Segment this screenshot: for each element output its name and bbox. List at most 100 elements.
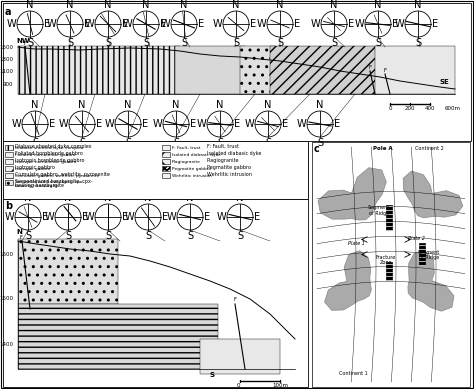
Text: W: W	[124, 212, 134, 222]
Text: Continent 1: Continent 1	[338, 371, 367, 376]
Text: 0: 0	[388, 106, 392, 111]
Text: W: W	[6, 19, 16, 29]
Text: F: F	[24, 41, 27, 46]
Text: W: W	[152, 119, 162, 129]
Bar	[5, 159, 13, 164]
Text: a: a	[5, 7, 11, 17]
Text: N: N	[16, 229, 22, 235]
Bar	[162, 159, 170, 164]
Text: Continent 2: Continent 2	[415, 146, 443, 151]
Text: E: E	[49, 119, 55, 129]
Text: b: b	[5, 201, 12, 211]
Text: Isotropic gabbro: Isotropic gabbro	[15, 166, 50, 170]
Text: Plagiogranite: Plagiogranite	[207, 158, 239, 163]
Text: S: S	[105, 38, 111, 48]
Text: E: E	[432, 19, 438, 29]
Text: E: E	[160, 19, 166, 29]
Text: E: E	[198, 19, 204, 29]
Text: W: W	[46, 19, 56, 29]
Text: Isotropic hornblende gabbro: Isotropic hornblende gabbro	[15, 158, 84, 163]
Text: W: W	[84, 212, 94, 222]
Text: 1100: 1100	[0, 68, 13, 74]
Text: S: S	[210, 372, 215, 378]
Bar	[419, 242, 425, 265]
Text: N: N	[173, 100, 180, 110]
Bar	[240, 46, 275, 94]
Text: W: W	[394, 19, 404, 29]
Text: N: N	[232, 0, 240, 10]
Text: W: W	[244, 119, 254, 129]
Text: E: E	[250, 19, 256, 29]
Bar	[312, 142, 470, 387]
Text: Diabase sheeted dyke complex: Diabase sheeted dyke complex	[15, 145, 83, 149]
Text: E: E	[334, 119, 340, 129]
Text: E: E	[44, 19, 50, 29]
Text: W: W	[84, 19, 94, 29]
Text: N: N	[414, 0, 422, 10]
Text: S: S	[317, 138, 323, 148]
Text: F: F	[20, 235, 23, 240]
Bar	[197, 144, 205, 149]
Text: N: N	[180, 0, 188, 10]
Text: S: S	[217, 138, 223, 148]
Text: S: S	[145, 231, 151, 241]
Text: Serpentinized harzburgite, cpx-: Serpentinized harzburgite, cpx-	[15, 180, 84, 184]
Text: W: W	[296, 119, 306, 129]
Bar	[162, 152, 170, 157]
Bar	[5, 173, 13, 178]
Text: W: W	[160, 19, 170, 29]
Bar	[18, 239, 118, 304]
Bar	[3, 3, 471, 141]
Text: 1500: 1500	[0, 296, 13, 301]
Text: E: E	[84, 19, 90, 29]
Text: N: N	[64, 193, 72, 203]
Bar	[270, 46, 380, 94]
Text: Segment
of Ridge: Segment of Ridge	[418, 250, 440, 261]
Text: Plate 2: Plate 2	[408, 235, 424, 240]
Bar	[18, 46, 180, 94]
Bar	[5, 144, 13, 149]
Bar	[386, 205, 392, 230]
Text: N: N	[104, 0, 112, 10]
Text: N: N	[144, 193, 152, 203]
Text: F: Fault, trust: F: Fault, trust	[207, 144, 239, 149]
Text: W: W	[212, 19, 222, 29]
Bar	[197, 158, 205, 163]
Text: N: N	[31, 100, 39, 110]
Text: W: W	[44, 212, 54, 222]
Text: S: S	[173, 138, 179, 148]
Text: N: N	[330, 0, 337, 10]
Text: W: W	[58, 119, 68, 129]
Text: Wehrlitic intrusion: Wehrlitic intrusion	[207, 172, 252, 177]
Text: 1400: 1400	[0, 342, 13, 347]
Text: N: N	[264, 100, 272, 110]
Text: W: W	[104, 119, 114, 129]
Text: W: W	[4, 212, 14, 222]
Bar	[3, 141, 308, 199]
Text: N: N	[142, 0, 150, 10]
Text: 600m: 600m	[445, 106, 461, 111]
Polygon shape	[408, 251, 454, 311]
Text: E: E	[122, 212, 128, 222]
Text: E: E	[162, 212, 168, 222]
Bar	[3, 199, 308, 387]
Text: 100m: 100m	[272, 383, 288, 388]
Text: Diabase sheeted dyke complex: Diabase sheeted dyke complex	[15, 144, 91, 149]
Text: N: N	[374, 0, 382, 10]
Text: c: c	[314, 144, 320, 154]
Text: S: S	[67, 38, 73, 48]
Text: E: E	[82, 212, 88, 222]
Text: Foliated hornblende gabbro: Foliated hornblende gabbro	[15, 152, 75, 156]
Text: S: S	[27, 38, 33, 48]
Polygon shape	[325, 251, 372, 310]
Text: 400: 400	[425, 106, 435, 111]
Bar	[3, 141, 307, 199]
Text: S: S	[143, 38, 149, 48]
Text: E: E	[204, 212, 210, 222]
Text: N: N	[186, 193, 194, 203]
Text: bearing harzburgite: bearing harzburgite	[15, 184, 58, 188]
Text: E: E	[294, 19, 300, 29]
Text: Isolated diabasic dyke: Isolated diabasic dyke	[172, 152, 221, 156]
Text: S: S	[187, 231, 193, 241]
Bar	[197, 151, 205, 156]
